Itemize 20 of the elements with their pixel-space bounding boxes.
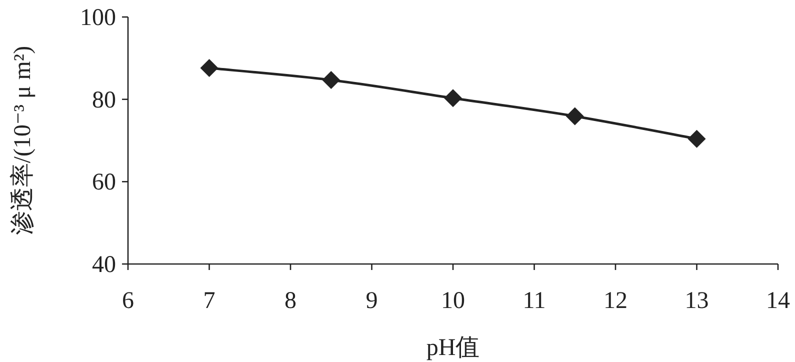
x-tick-label: 8	[284, 288, 296, 314]
x-tick-label: 10	[441, 288, 465, 314]
y-tick-label: 40	[92, 252, 116, 278]
point	[200, 59, 218, 78]
y-tick-label: 80	[92, 87, 116, 114]
x-axis-title: pH值	[426, 335, 480, 361]
x-tick-label: 11	[522, 288, 546, 314]
y-tick-label: 100	[80, 5, 116, 31]
point	[688, 130, 706, 148]
x-tick-label: 12	[604, 288, 628, 314]
y-axis-title: 渗透率/(10⁻³ μ m²)	[9, 46, 36, 236]
y-tick-label: 60	[92, 170, 116, 196]
x-tick-label: 7	[203, 288, 216, 314]
x-tick-label: 9	[366, 288, 378, 314]
x-tick-label: 14	[766, 288, 790, 314]
point	[566, 107, 584, 126]
x-tick-label: 6	[122, 288, 134, 314]
point	[322, 70, 340, 89]
point	[444, 89, 462, 108]
x-tick-label: 13	[684, 288, 709, 314]
